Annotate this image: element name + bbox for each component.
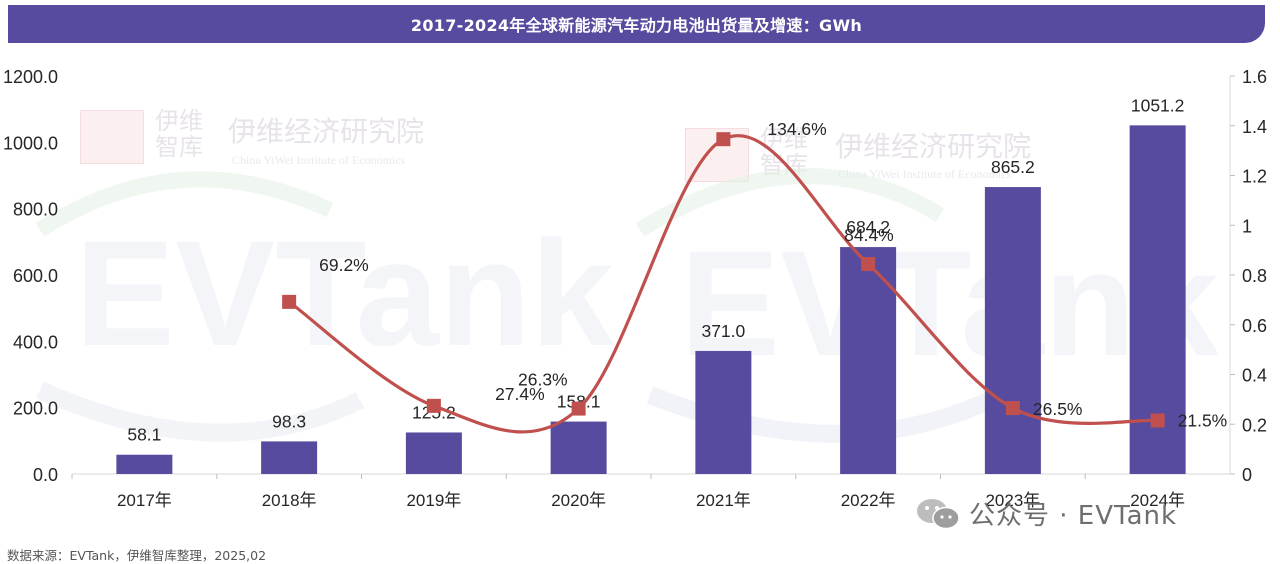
bar-value-label: 371.0	[701, 321, 745, 341]
right-tick-label: 1.2	[1242, 167, 1267, 187]
x-tick-label: 2021年	[696, 491, 751, 510]
wechat-label: 公众号 · EVTank	[969, 501, 1178, 531]
left-tick-label: 400.0	[13, 332, 58, 352]
growth-marker	[571, 401, 586, 416]
growth-line-series	[282, 132, 1165, 434]
growth-marker	[861, 257, 876, 272]
bar-value-label: 865.2	[991, 157, 1035, 177]
wechat-account: 公众号 · EVTank	[915, 495, 1177, 532]
x-tick-label: 2017年	[117, 491, 172, 510]
watermark-evtank-logo: EVTank EVTank	[35, 167, 1220, 443]
right-tick-label: 1.4	[1242, 117, 1267, 137]
watermark-logo-box	[80, 110, 144, 164]
bar	[984, 187, 1041, 475]
bar-series	[116, 125, 1186, 475]
growth-marker	[426, 398, 441, 413]
growth-value-label: 27.4%	[495, 384, 545, 404]
x-tick-label: 2023年	[985, 491, 1040, 510]
left-tick-label: 1000.0	[3, 133, 58, 153]
growth-marker	[282, 294, 297, 309]
right-tick-label: 0.8	[1242, 266, 1267, 286]
bar-value-label: 1051.2	[1131, 95, 1185, 115]
right-tick-label: 0.6	[1242, 316, 1267, 336]
growth-marker	[1005, 401, 1020, 416]
growth-labels: 69.2% 27.4%26.3% 134.6% 84.4% 26.5% 21.5%	[319, 119, 1227, 430]
bar-value-label: 684.2	[846, 217, 890, 237]
growth-value-label: 84.4%	[844, 225, 894, 245]
bar	[261, 441, 318, 474]
right-tick-label: 0	[1242, 465, 1252, 485]
watermark-logo-text-1: EVTank	[75, 209, 615, 377]
right-tick-label: 1.6	[1242, 67, 1267, 87]
x-tick-label: 2024年	[1130, 491, 1185, 510]
watermark-brand-en-2: China YiWei Institute of Economics	[838, 167, 1012, 181]
right-tick-label: 0.2	[1242, 415, 1267, 435]
watermark-brand-cn: 伊维经济研究院	[228, 115, 425, 148]
title-bar: 2017-2024年全球新能源汽车动力电池出货量及增速：GWh	[8, 5, 1265, 43]
right-tick-label: 1	[1242, 216, 1252, 236]
right-tick-label: 0.4	[1242, 366, 1267, 386]
wechat-icon	[917, 498, 960, 529]
watermark-brand-cn-2: 伊维经济研究院	[835, 130, 1032, 163]
left-tick-label: 200.0	[13, 399, 58, 419]
x-tick-label: 2018年	[262, 491, 317, 510]
watermark-short-name: 伊维智库	[155, 107, 203, 161]
left-tick-label: 0.0	[33, 465, 58, 485]
x-tick-label: 2019年	[406, 491, 461, 510]
growth-value-label: 21.5%	[1178, 411, 1228, 431]
growth-value-label: 69.2%	[319, 255, 369, 275]
bar	[695, 350, 752, 474]
growth-marker	[1150, 413, 1165, 428]
source-note: 数据来源：EVTank，伊维智库整理，2025,02	[7, 548, 267, 563]
bar	[550, 421, 607, 474]
bar	[405, 432, 462, 474]
watermark-brand-en: China YiWei Institute of Economics	[232, 153, 406, 167]
x-tick-label: 2022年	[841, 491, 896, 510]
growth-value-label: 134.6%	[767, 119, 826, 139]
growth-value-label: 26.3%	[518, 370, 568, 390]
bar	[116, 454, 173, 474]
bar	[840, 247, 897, 474]
chart-title: 2017-2024年全球新能源汽车动力电池出货量及增速：GWh	[410, 16, 863, 35]
growth-marker	[716, 132, 731, 147]
growth-value-label: 26.5%	[1033, 399, 1083, 419]
bar-value-label: 58.1	[127, 425, 161, 445]
bar-value-label: 98.3	[272, 411, 306, 431]
left-tick-label: 600.0	[13, 266, 58, 286]
left-tick-label: 800.0	[13, 200, 58, 220]
x-tick-label: 2020年	[551, 491, 606, 510]
left-tick-label: 1200.0	[3, 67, 58, 87]
